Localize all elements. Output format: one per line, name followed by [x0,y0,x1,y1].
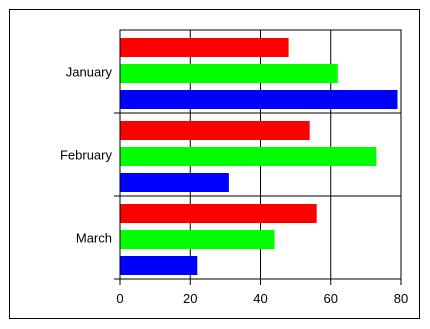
labels: 0 20 40 60 80 January February March [60,65,408,307]
bar [120,256,198,275]
bar [120,64,338,83]
bar [120,147,377,166]
x-tick-label: 0 [116,291,123,306]
x-tick-label: 40 [253,291,267,306]
x-tick-label: 20 [183,291,197,306]
bar [120,121,310,140]
category-label: January [66,65,113,80]
category-label: March [76,231,112,246]
bar [120,38,289,57]
bar [120,90,398,109]
bar [120,204,317,223]
bar [120,230,275,249]
x-tick-label: 80 [394,291,408,306]
x-tick-label: 60 [324,291,338,306]
axes [114,29,402,280]
bar [120,173,229,192]
bars [120,38,398,275]
category-label: February [60,148,113,163]
